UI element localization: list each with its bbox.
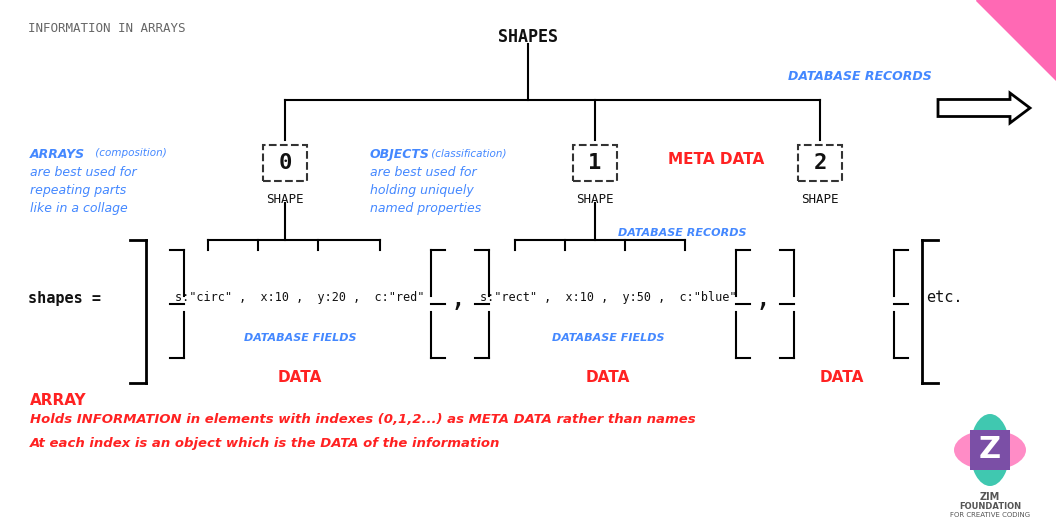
- FancyBboxPatch shape: [263, 145, 307, 181]
- Text: DATABASE FIELDS: DATABASE FIELDS: [244, 333, 356, 343]
- Text: s:"circ" ,  x:10 ,  y:20 ,  c:"red": s:"circ" , x:10 , y:20 , c:"red": [175, 291, 425, 304]
- Text: META DATA: META DATA: [668, 152, 765, 167]
- Text: (classification): (classification): [428, 148, 507, 158]
- Text: 1: 1: [588, 153, 602, 173]
- Text: repeating parts: repeating parts: [30, 184, 127, 197]
- Text: ,: ,: [755, 284, 771, 312]
- Text: DATA: DATA: [278, 370, 322, 385]
- Polygon shape: [976, 0, 1056, 80]
- Text: SHAPE: SHAPE: [577, 193, 614, 206]
- Text: DATA: DATA: [586, 370, 630, 385]
- Text: Z: Z: [979, 436, 1001, 465]
- Text: DATA: DATA: [819, 370, 864, 385]
- Text: named properties: named properties: [370, 202, 482, 215]
- Text: shapes =: shapes =: [29, 290, 101, 306]
- Text: DATABASE FIELDS: DATABASE FIELDS: [551, 333, 664, 343]
- Text: Holds INFORMATION in elements with indexes (0,1,2...) as META DATA rather than n: Holds INFORMATION in elements with index…: [30, 413, 696, 426]
- Text: s:"rect" ,  x:10 ,  y:50 ,  c:"blue": s:"rect" , x:10 , y:50 , c:"blue": [479, 291, 736, 304]
- Text: 0: 0: [279, 153, 291, 173]
- Text: ARRAYS: ARRAYS: [30, 148, 86, 161]
- Text: SHAPES: SHAPES: [498, 28, 558, 46]
- Text: ARRAY: ARRAY: [30, 393, 87, 408]
- FancyBboxPatch shape: [970, 430, 1010, 470]
- Text: etc.: etc.: [926, 290, 962, 306]
- FancyBboxPatch shape: [573, 145, 617, 181]
- Text: are best used for: are best used for: [370, 166, 476, 179]
- Ellipse shape: [970, 414, 1010, 486]
- Text: SHAPE: SHAPE: [802, 193, 838, 206]
- Text: FOR CREATIVE CODING: FOR CREATIVE CODING: [950, 512, 1030, 518]
- Text: DATABASE RECORDS: DATABASE RECORDS: [788, 70, 931, 83]
- Text: INFORMATION IN ARRAYS: INFORMATION IN ARRAYS: [29, 22, 186, 35]
- Text: At each index is an object which is the DATA of the information: At each index is an object which is the …: [30, 437, 501, 450]
- Text: like in a collage: like in a collage: [30, 202, 128, 215]
- FancyArrow shape: [938, 93, 1030, 123]
- Ellipse shape: [954, 430, 1026, 470]
- Text: ,: ,: [450, 284, 467, 312]
- Text: OBJECTS: OBJECTS: [370, 148, 430, 161]
- Text: SHAPE: SHAPE: [266, 193, 304, 206]
- Text: (composition): (composition): [92, 148, 167, 158]
- Text: FOUNDATION: FOUNDATION: [959, 502, 1021, 511]
- Text: DATABASE RECORDS: DATABASE RECORDS: [618, 228, 747, 238]
- Text: holding uniquely: holding uniquely: [370, 184, 474, 197]
- FancyBboxPatch shape: [798, 145, 842, 181]
- Text: are best used for: are best used for: [30, 166, 136, 179]
- Text: ZIM: ZIM: [980, 492, 1000, 502]
- Text: 2: 2: [813, 153, 827, 173]
